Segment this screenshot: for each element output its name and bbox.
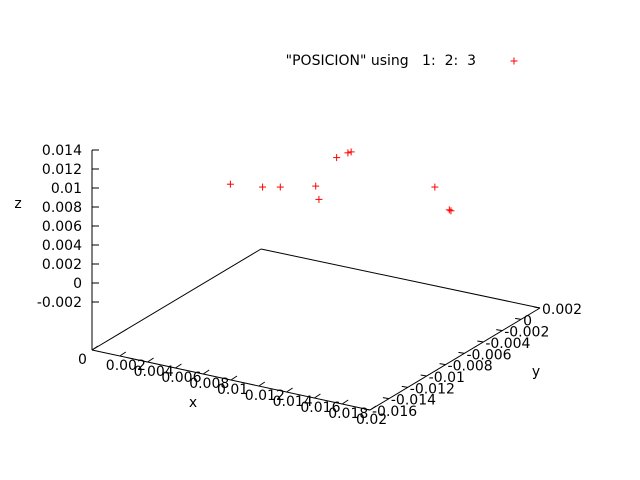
x-tick-label: 0.012: [245, 388, 285, 404]
z-axis-label: z: [14, 196, 21, 212]
y-tick-label: -0.008: [448, 359, 493, 375]
data-point: [312, 182, 320, 190]
x-axis-ticks: 0 0.0020.0040.0060.0080.010.0120.0140.016…: [78, 345, 387, 428]
x-tick-mark: [91, 345, 99, 351]
x-tick-mark: [314, 393, 321, 399]
y-tick-label: -0.01: [429, 370, 465, 386]
legend-marker: [510, 57, 518, 65]
y-axis-label: y: [532, 364, 540, 380]
back-edge-y: [91, 248, 262, 351]
z-tick-label: 0.004: [42, 238, 82, 254]
x-tick-mark: [175, 363, 182, 369]
y-tick-label: 0.002: [542, 302, 582, 318]
data-point: [276, 183, 284, 191]
z-tick-label: 0.01: [51, 181, 82, 197]
y-tick-mark: [401, 385, 408, 388]
y-tick-mark: [458, 351, 465, 354]
x-tick-mark: [369, 405, 377, 411]
z-tick-label: 0.012: [42, 162, 82, 178]
y-axis-ticks: 0.0020-0.002-0.004-0.006-0.008-0.01-0.01…: [363, 302, 582, 420]
z-tick-label: 0.006: [42, 219, 82, 235]
y-tick-label: -0.014: [391, 393, 436, 409]
y-tick-label: -0.002: [504, 325, 549, 341]
y-tick-label: 0: [523, 313, 532, 329]
x-tick-mark: [341, 399, 349, 405]
data-point: [259, 183, 267, 191]
x-tick-label: 0.008: [189, 376, 229, 392]
z-tick-label: -0.002: [37, 295, 82, 311]
y-tick-mark: [420, 374, 427, 377]
x-tick-label: 0.01: [217, 382, 248, 398]
data-point: [445, 206, 453, 214]
y-tick-mark: [533, 306, 541, 309]
x-tick-mark: [286, 387, 293, 393]
y-tick-label: -0.012: [410, 381, 455, 397]
legend-label: "POSICION" using 1: 2: 3: [286, 53, 476, 69]
x-tick-mark: [119, 351, 127, 357]
x-tick-label: 0.02: [356, 412, 387, 428]
data-point: [344, 149, 352, 157]
x-tick-label: 0.016: [300, 400, 340, 416]
legend-plus-icon: [510, 57, 518, 65]
z-axis-ticks: 0.014 0.012 0.01 0.008 0.006 0.004 0.002 0 -0.00…: [37, 143, 99, 311]
x-tick-label: 0: [78, 352, 87, 368]
y-tick-mark: [496, 329, 503, 332]
y-tick-mark: [363, 408, 371, 411]
x-tick-mark: [202, 369, 210, 375]
y-axis-line: [369, 307, 541, 411]
y-tick-mark: [477, 340, 484, 343]
data-point: [447, 207, 455, 215]
y-tick-label: -0.006: [466, 347, 511, 363]
data-point: [226, 180, 234, 188]
x-tick-label: 0.006: [161, 370, 201, 386]
x-tick-mark: [258, 381, 266, 387]
data-points: [226, 148, 455, 215]
data-point: [315, 195, 323, 203]
data-point: [333, 154, 341, 162]
x-tick-mark: [230, 375, 238, 381]
y-tick-mark: [515, 317, 522, 320]
z-tick-label: 0.002: [42, 257, 82, 273]
data-point: [431, 183, 439, 191]
y-tick-mark: [439, 363, 446, 366]
z-tick-label: 0.014: [42, 143, 82, 159]
z-tick-label: 0.008: [42, 200, 82, 216]
z-tick-label: 0: [73, 276, 82, 292]
x-tick-label: 0.004: [134, 364, 174, 380]
data-point: [347, 148, 355, 156]
x-axis-label: x: [189, 395, 197, 411]
x-tick-label: 0.014: [273, 394, 313, 410]
x-tick-mark: [147, 357, 154, 363]
x-tick-label: 0.018: [328, 406, 368, 422]
y-tick-label: -0.004: [485, 336, 530, 352]
y-tick-label: -0.016: [372, 404, 417, 420]
back-edge-x: [260, 248, 541, 309]
x-tick-label: 0.002: [106, 358, 146, 374]
y-tick-mark: [382, 397, 389, 400]
